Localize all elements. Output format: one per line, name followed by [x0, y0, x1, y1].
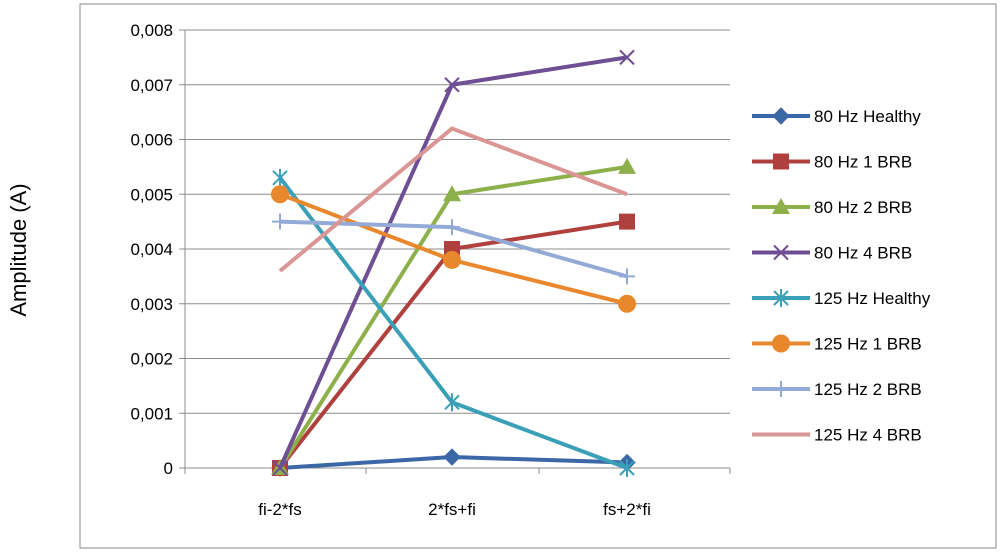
- legend-marker: [773, 381, 789, 397]
- data-point: [272, 168, 288, 187]
- x-tick-label: 2*fs+fi: [428, 500, 476, 519]
- y-tick-label: 0,006: [130, 131, 173, 150]
- legend-label: 80 Hz 1 BRB: [814, 153, 912, 172]
- y-tick-label: 0,002: [130, 350, 173, 369]
- legend-label: 125 Hz 2 BRB: [814, 380, 922, 399]
- legend-entry: 80 Hz Healthy: [752, 107, 921, 126]
- legend-entry: 125 Hz 4 BRB: [752, 426, 922, 445]
- y-tick-label: 0,004: [130, 240, 173, 259]
- legend-marker: [773, 244, 789, 261]
- x-tick-label: fi-2*fs: [258, 500, 301, 519]
- data-point: [619, 213, 635, 230]
- series-2: [271, 157, 636, 475]
- legend-marker: [773, 289, 789, 307]
- data-point: [443, 448, 461, 466]
- legend-marker: [773, 153, 789, 170]
- data-point: [271, 185, 289, 204]
- data-point: [443, 185, 461, 202]
- y-tick-label: 0,005: [130, 185, 173, 204]
- legend-entry: 80 Hz 2 BRB: [752, 198, 912, 217]
- series-line: [278, 126, 628, 273]
- series-5: [271, 185, 636, 313]
- y-axis-title: Amplitude (A): [6, 183, 31, 316]
- data-point: [444, 77, 460, 93]
- legend-marker: [772, 334, 790, 353]
- legend: 80 Hz Healthy 80 Hz 1 BRB 80 Hz 2 BRB 80 Hz…: [752, 107, 931, 445]
- data-point: [272, 213, 288, 230]
- series-7: [278, 126, 628, 273]
- series-4: [272, 168, 635, 477]
- legend-entry: 125 Hz Healthy: [752, 289, 931, 308]
- legend-marker: [772, 107, 790, 125]
- legend-marker: [772, 198, 790, 214]
- x-tick-label: fs+2*fi: [603, 500, 651, 519]
- legend-entry: 80 Hz 1 BRB: [752, 153, 912, 172]
- data-point: [619, 49, 635, 66]
- legend-label: 125 Hz 1 BRB: [814, 335, 922, 354]
- axes: 0 0,001 0,002 0,003 0,004 0,005 0,006 0,007 0,00…: [130, 21, 731, 519]
- data-point: [272, 460, 288, 476]
- data-point: [619, 459, 635, 477]
- legend-entry: 125 Hz 2 BRB: [752, 380, 922, 399]
- chart-border: [79, 3, 997, 549]
- legend-label: 80 Hz 2 BRB: [814, 198, 912, 217]
- data-point: [443, 250, 461, 269]
- series-group: [271, 49, 636, 477]
- data-point: [618, 157, 636, 174]
- legend-label: 80 Hz 4 BRB: [814, 244, 912, 263]
- legend-entry: 80 Hz 4 BRB: [752, 244, 912, 263]
- legend-entry: 125 Hz 1 BRB: [752, 334, 922, 354]
- y-tick-label: 0,008: [130, 21, 173, 40]
- series-3: [272, 49, 635, 476]
- legend-label: 80 Hz Healthy: [814, 107, 921, 126]
- data-point: [444, 393, 460, 412]
- y-tick-label: 0,003: [130, 295, 173, 314]
- y-tick-label: 0,007: [130, 76, 173, 95]
- data-point: [619, 268, 635, 285]
- data-point: [618, 294, 636, 313]
- data-point: [444, 219, 460, 236]
- legend-label: 125 Hz 4 BRB: [814, 426, 922, 445]
- y-tick-label: 0: [164, 459, 173, 478]
- legend-label: 125 Hz Healthy: [814, 289, 931, 308]
- y-tick-label: 0,001: [130, 404, 173, 423]
